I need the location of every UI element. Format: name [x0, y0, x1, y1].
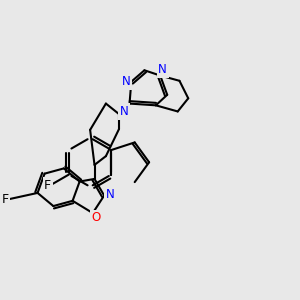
- Text: N: N: [122, 75, 131, 88]
- Text: F: F: [44, 179, 51, 192]
- Text: N: N: [158, 63, 167, 76]
- Text: F: F: [2, 193, 9, 206]
- Text: O: O: [92, 212, 101, 224]
- Text: N: N: [120, 105, 128, 118]
- Text: N: N: [106, 188, 115, 201]
